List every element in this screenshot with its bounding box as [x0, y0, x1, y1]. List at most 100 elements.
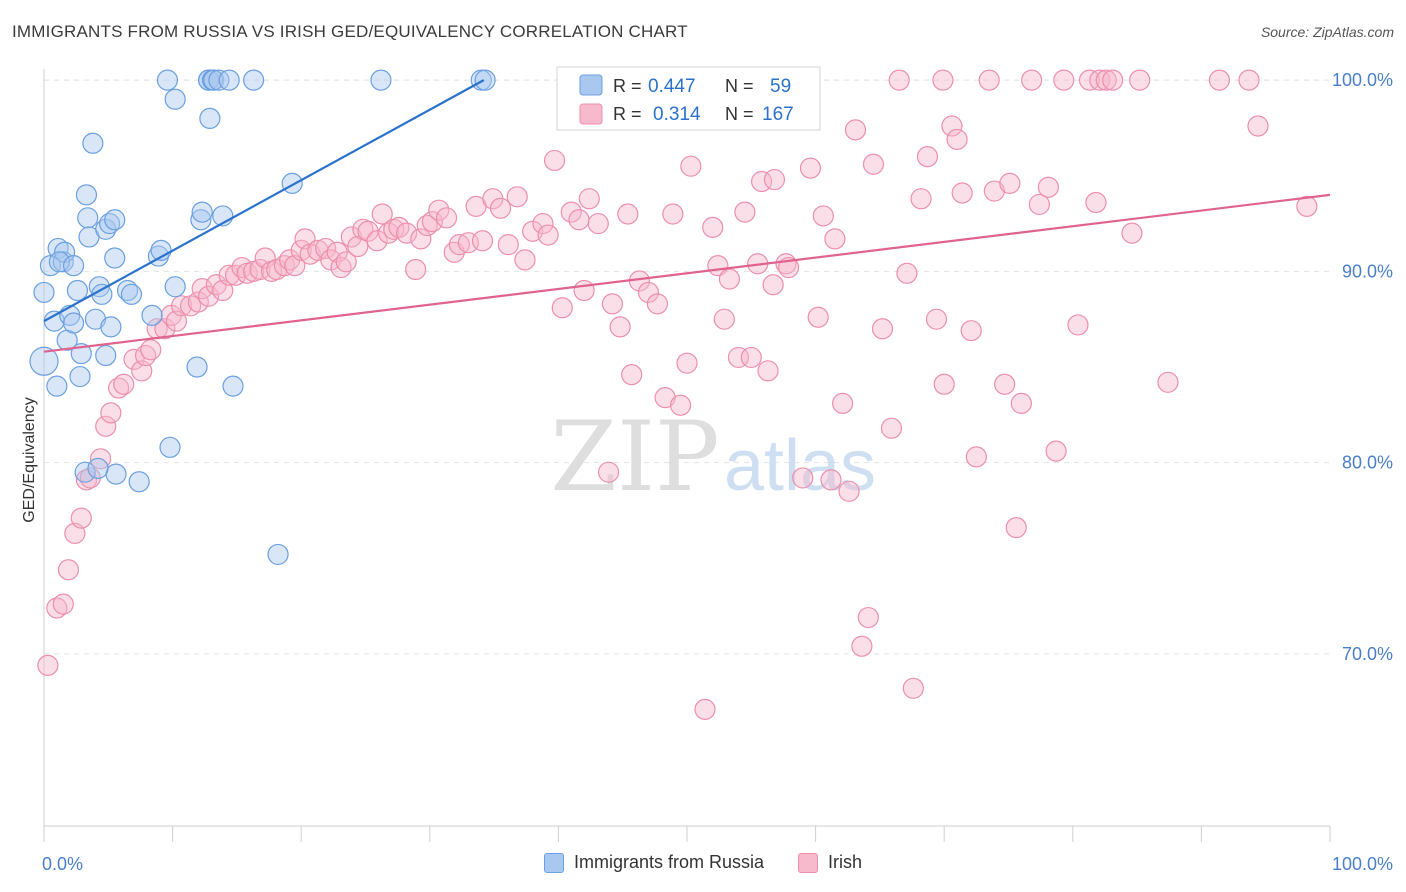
point-irish [832, 392, 854, 414]
point-irish [1010, 392, 1032, 414]
point-irish [560, 201, 582, 223]
point-russia [191, 201, 213, 223]
legend-r-label-irish: R = [613, 104, 642, 124]
point-irish [1067, 314, 1089, 336]
axes [43, 69, 1331, 842]
point-irish [792, 467, 814, 489]
point-irish [951, 182, 973, 204]
point-irish [902, 677, 924, 699]
point-irish [727, 346, 750, 369]
point-irish [916, 146, 939, 168]
point-russia [164, 276, 186, 298]
point-irish [532, 212, 554, 235]
point-irish [1053, 69, 1075, 91]
point-irish [812, 205, 834, 227]
point-russia [104, 247, 126, 269]
point-russia [62, 255, 85, 277]
point-irish [421, 211, 443, 233]
point-irish [734, 201, 756, 223]
point-russia [203, 69, 225, 91]
point-russia [84, 308, 107, 330]
legend-bottom: Immigrants from Russia Irish [0, 852, 1406, 873]
point-irish [123, 348, 145, 370]
point-irish [335, 251, 357, 273]
point-irish [775, 253, 797, 275]
point-irish [405, 258, 427, 281]
point-russia [190, 209, 212, 231]
point-irish [680, 155, 702, 177]
point-irish [371, 203, 393, 225]
point-irish [820, 469, 842, 491]
point-irish [1005, 517, 1027, 539]
legend-item-irish: Irish [798, 852, 862, 873]
legend-bottom-label-russia: Immigrants from Russia [573, 852, 765, 872]
point-irish [910, 188, 932, 210]
legend-n-label-russia: N = [725, 76, 754, 96]
point-irish [1021, 69, 1043, 91]
legend-r-label-russia: R = [613, 76, 642, 96]
series-irish [37, 69, 1318, 720]
point-irish [763, 168, 786, 191]
point-irish [1089, 69, 1111, 91]
point-irish [862, 153, 885, 175]
point-russia [62, 312, 85, 334]
point-irish [471, 230, 494, 252]
point-irish [435, 207, 458, 229]
point-russia [474, 69, 496, 91]
y-axis-label: GED/Equivalency [21, 397, 38, 522]
point-irish [838, 480, 860, 502]
point-irish [669, 394, 692, 416]
point-irish [113, 373, 135, 395]
point-irish [578, 188, 600, 210]
point-irish [933, 373, 955, 395]
point-irish [1129, 69, 1151, 91]
point-russia [77, 207, 99, 229]
legend-item-russia: Immigrants from Russia [543, 852, 765, 873]
point-irish [637, 281, 660, 304]
point-irish [573, 279, 595, 302]
point-irish [718, 268, 741, 290]
point-russia [104, 209, 126, 231]
point-irish [1037, 176, 1059, 198]
point-irish [551, 297, 573, 319]
point-irish [1296, 195, 1318, 217]
point-russia [82, 132, 104, 154]
point-irish [396, 222, 418, 244]
point-russia [66, 279, 89, 302]
point-irish [154, 318, 176, 340]
legend-n-value-irish: 167 [762, 104, 794, 125]
point-irish [1121, 222, 1143, 244]
point-russia [243, 69, 265, 91]
point-irish [1208, 69, 1231, 91]
point-irish [888, 69, 910, 91]
watermark: ZIP atlas [550, 401, 876, 513]
point-irish [1028, 193, 1050, 216]
point-irish [676, 352, 698, 374]
legend-n-label-irish: N = [725, 104, 754, 124]
legend-bottom-swatch-russia [543, 852, 564, 873]
point-irish [366, 230, 388, 252]
point-russia [29, 346, 59, 376]
point-irish [857, 606, 879, 629]
point-irish [140, 339, 162, 361]
point-russia [199, 107, 221, 129]
point-irish [57, 559, 80, 581]
point-russia [95, 344, 117, 367]
point-irish [824, 228, 846, 250]
point-irish [807, 306, 829, 328]
point-irish [983, 180, 1005, 202]
point-irish [587, 212, 609, 235]
point-irish [514, 249, 536, 271]
legend-swatch-russia [579, 74, 603, 96]
point-russia [159, 436, 181, 458]
point-irish [609, 316, 631, 338]
point-irish [994, 373, 1016, 395]
point-russia [87, 457, 109, 479]
point-irish [662, 203, 684, 225]
trend-lines [43, 79, 1331, 353]
point-irish [1085, 191, 1107, 214]
point-irish [851, 635, 873, 657]
trend-line-irish [43, 193, 1331, 353]
point-russia [69, 365, 91, 388]
